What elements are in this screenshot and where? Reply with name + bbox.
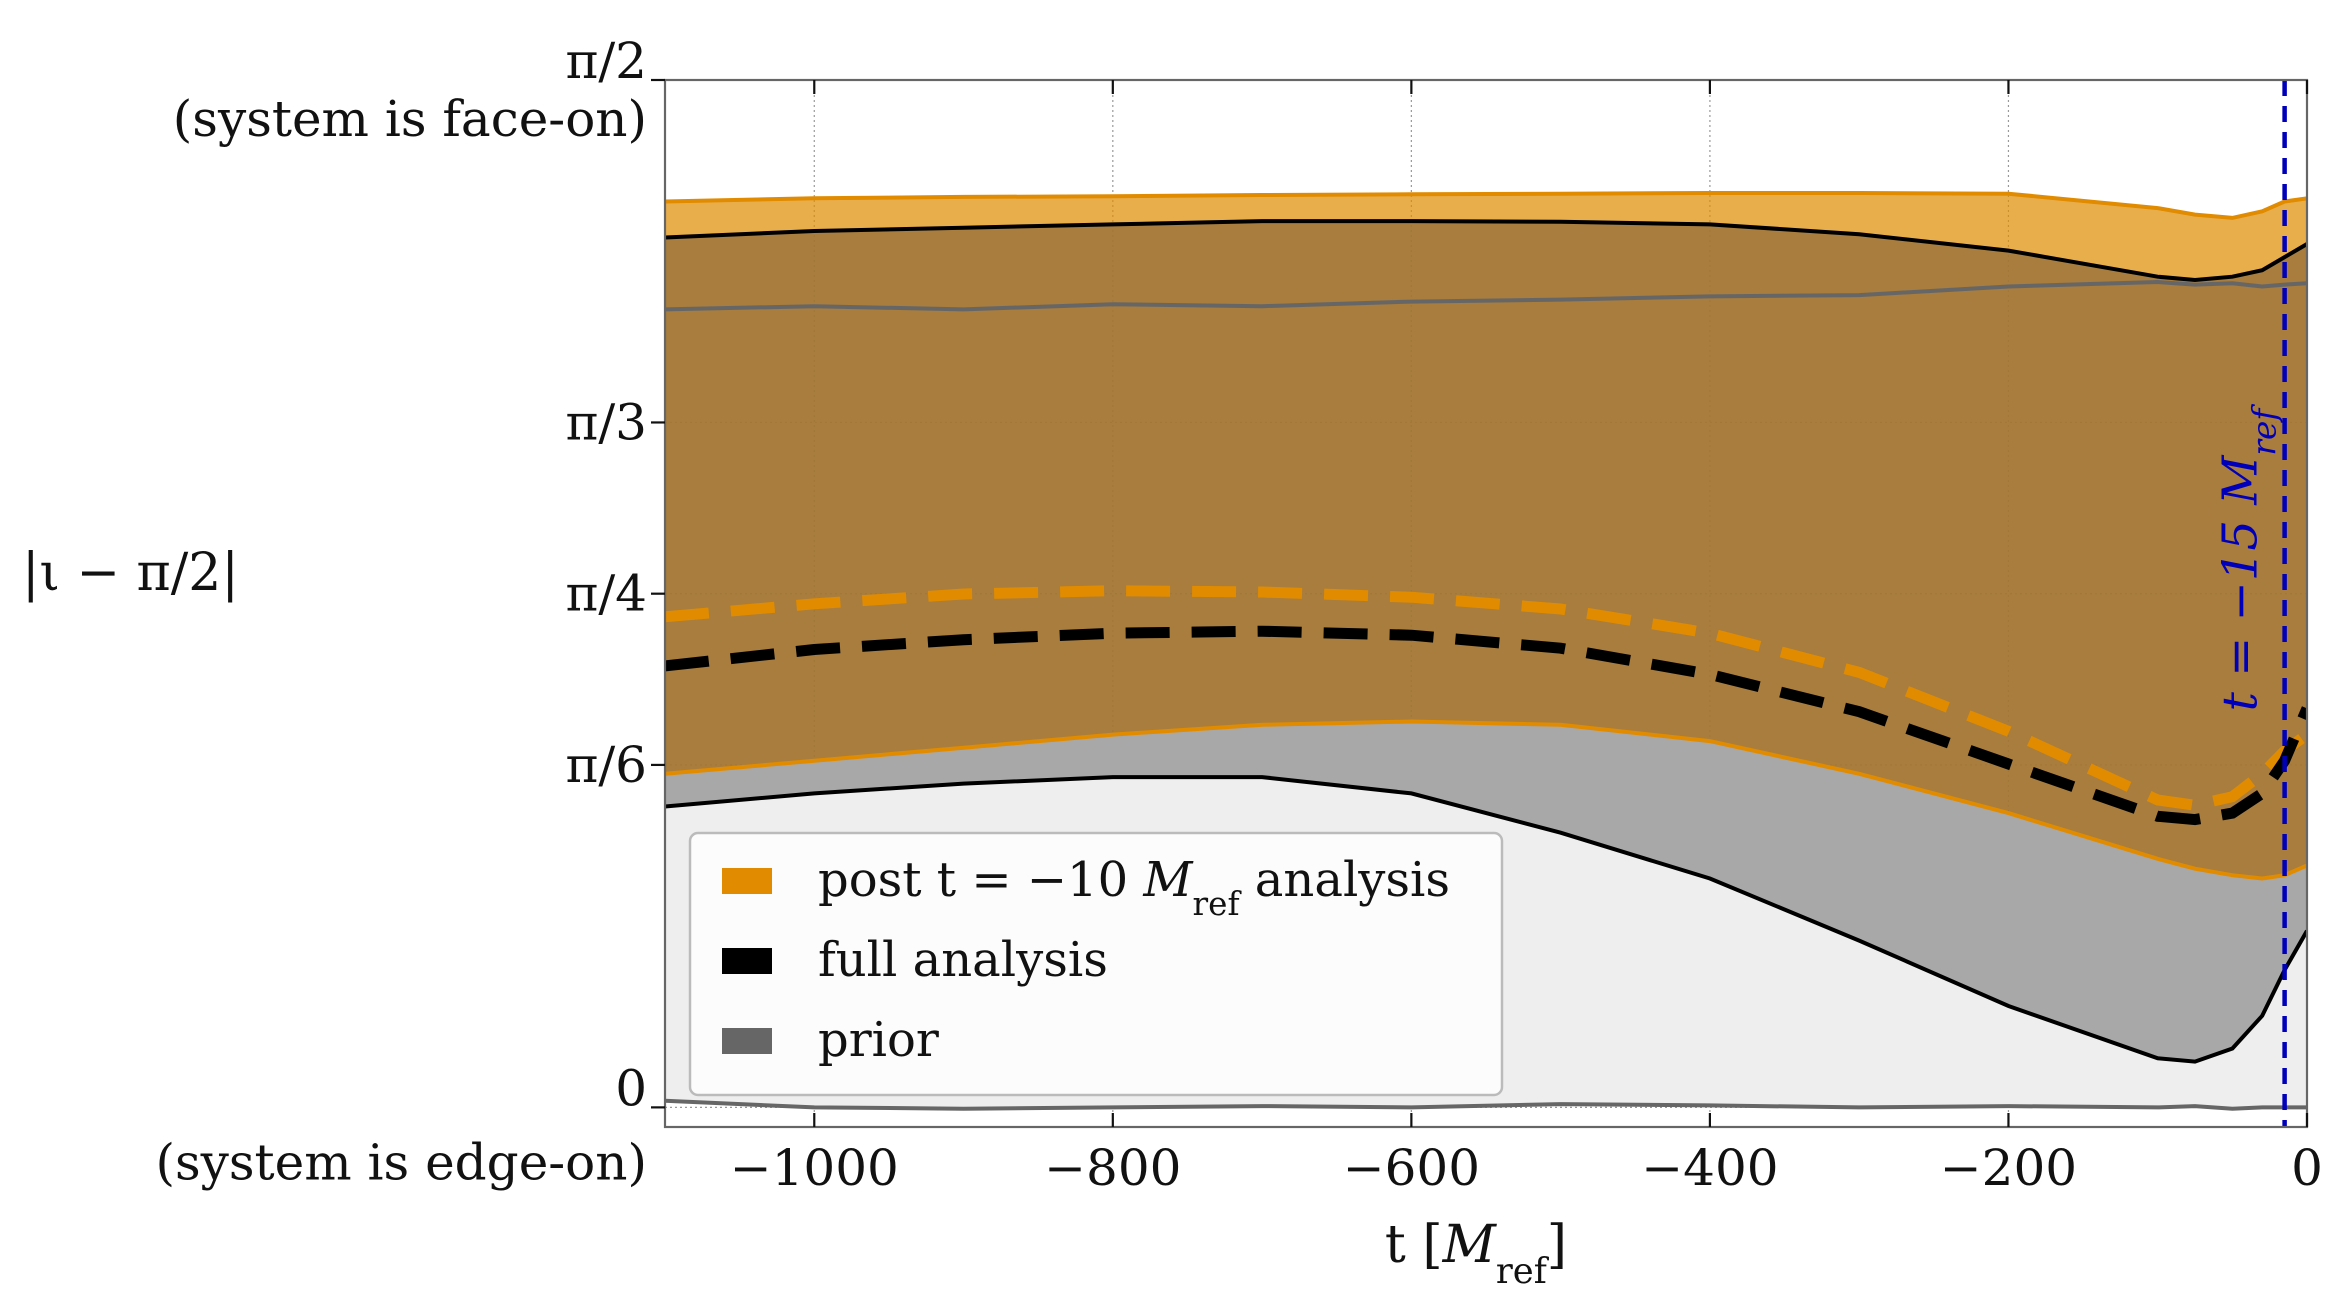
y-tick-label: π/6 bbox=[565, 736, 647, 794]
y-axis-label: |ι − π/2| bbox=[22, 543, 239, 603]
x-tick-label: −800 bbox=[1044, 1139, 1181, 1197]
y-tick-label: π/2 bbox=[565, 32, 647, 90]
legend-label: full analysis bbox=[818, 932, 1108, 988]
x-tick-label: −600 bbox=[1343, 1139, 1480, 1197]
y-tick-sublabel: (system is face-on) bbox=[173, 90, 647, 148]
axis-ticks: −1000 −800 −600 −400 −200 0 0 (system is edge-o… bbox=[155, 32, 2322, 1197]
post-lower-edge bbox=[665, 719, 2307, 881]
post-median-line bbox=[665, 585, 2307, 811]
overlap-band bbox=[665, 221, 2307, 879]
y-tick-label: 0 bbox=[615, 1059, 647, 1117]
x-tick-label: −1000 bbox=[730, 1139, 899, 1197]
legend-box bbox=[688, 831, 1504, 1097]
legend-swatch bbox=[722, 1028, 772, 1054]
legend: post t = −10 Mref analysis full analysis p… bbox=[688, 831, 1504, 1097]
annotations: t = −15 Mref bbox=[2213, 80, 2287, 1127]
median-lines bbox=[665, 585, 2307, 826]
legend-swatch bbox=[722, 868, 772, 894]
vline-label: t = −15 Mref bbox=[2213, 404, 2284, 712]
x-tick-label: −200 bbox=[1940, 1139, 2077, 1197]
y-tick-sublabel: (system is edge-on) bbox=[155, 1133, 647, 1191]
full-upper-edge bbox=[665, 219, 2307, 283]
post-upper-edge bbox=[665, 191, 2307, 220]
plot-frame bbox=[663, 78, 2309, 1129]
prior-upper-edge bbox=[665, 279, 2307, 312]
y-tick-label: π/3 bbox=[565, 393, 647, 451]
x-tick-label: −400 bbox=[1641, 1139, 1778, 1197]
x-tick-label: 0 bbox=[2291, 1139, 2323, 1197]
legend-label: prior bbox=[818, 1012, 939, 1068]
prior-overlap-region bbox=[665, 721, 2307, 1062]
y-tick-label: π/4 bbox=[565, 565, 647, 623]
full-median-line bbox=[665, 625, 2307, 826]
full-lower-edge bbox=[665, 775, 2307, 1064]
legend-label: post t = −10 Mref analysis bbox=[818, 852, 1450, 923]
prior-lower-edge bbox=[665, 1098, 2307, 1111]
x-axis-label: t [Mref] bbox=[1385, 1215, 1567, 1292]
legend-swatch bbox=[722, 948, 772, 974]
